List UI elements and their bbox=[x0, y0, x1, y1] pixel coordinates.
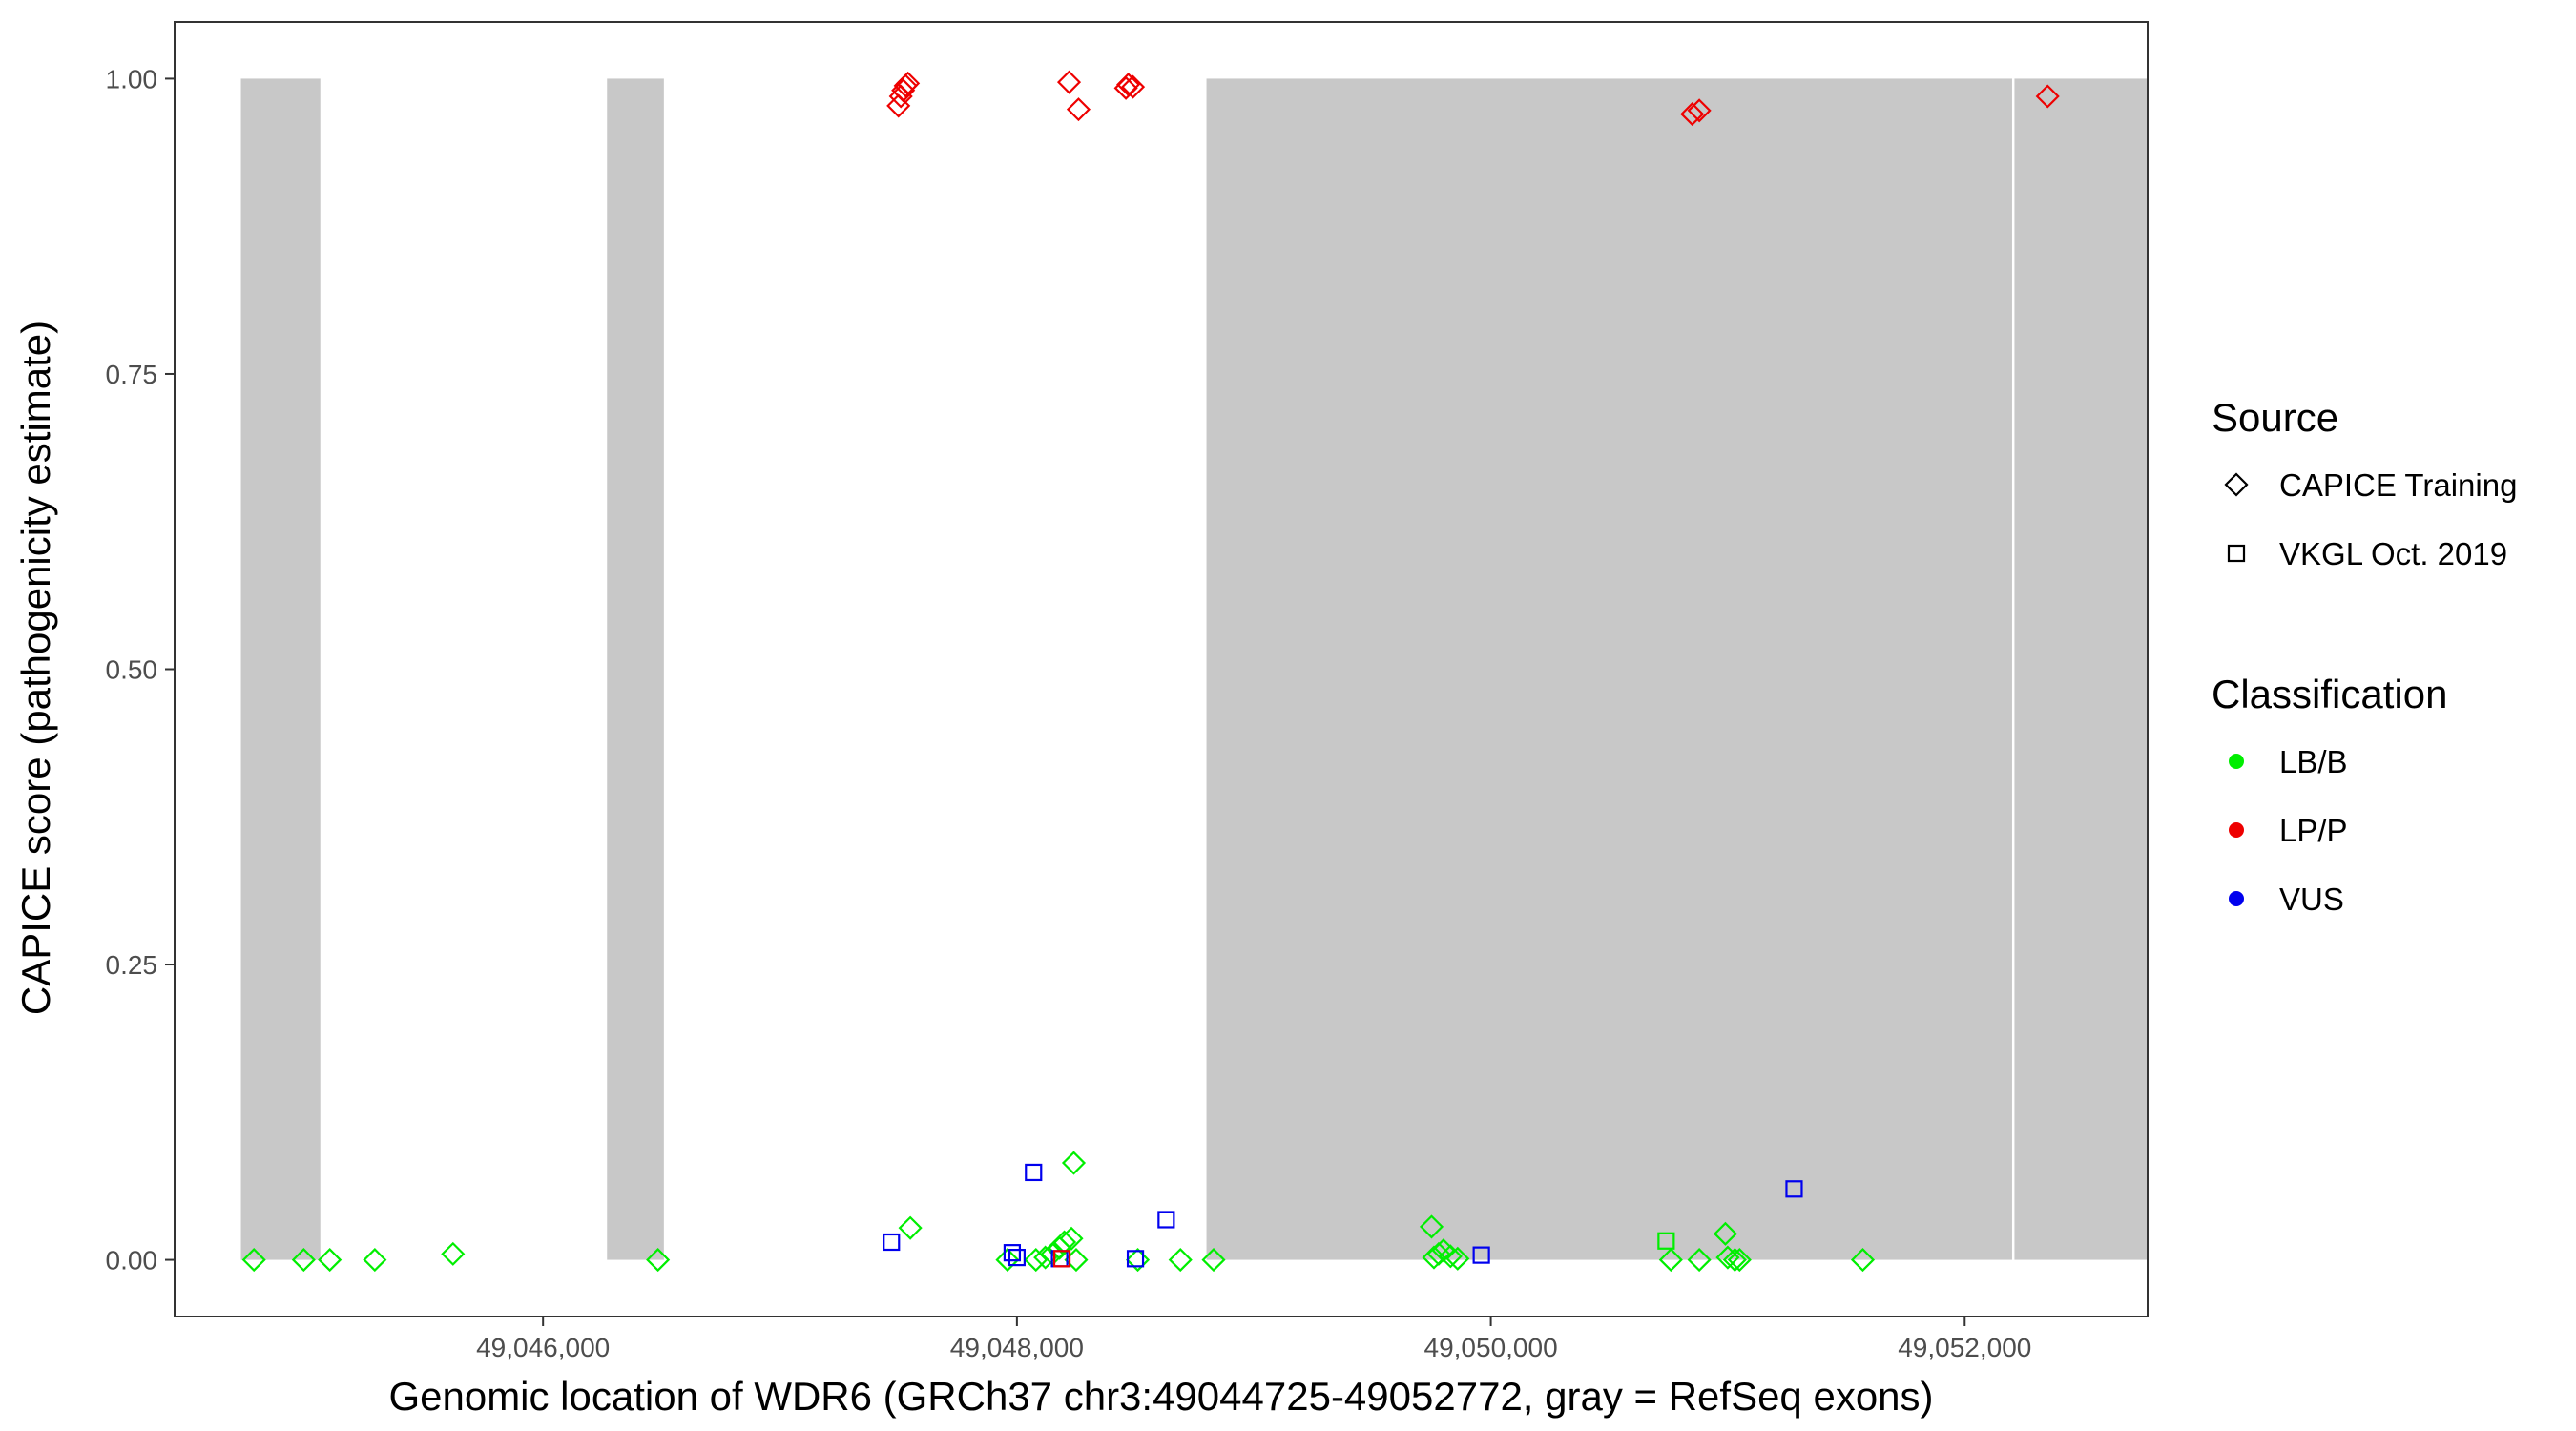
data-point-square bbox=[1008, 1248, 1026, 1267]
legend-title: Source bbox=[2212, 395, 2338, 440]
data-point-square bbox=[1157, 1211, 1175, 1229]
data-point-diamond bbox=[318, 1248, 343, 1273]
legend-key-dot bbox=[2229, 754, 2244, 769]
data-point-diamond bbox=[1687, 1248, 1712, 1273]
data-point-diamond bbox=[1059, 1226, 1084, 1251]
data-point-diamond bbox=[1121, 74, 1146, 99]
exon-band-2 bbox=[607, 78, 664, 1260]
data-point-diamond bbox=[241, 1248, 266, 1273]
legend-key-dot bbox=[2229, 822, 2244, 838]
data-point-square bbox=[1052, 1250, 1071, 1268]
x-axis: 49,046,000 49,048,000 49,050,000 49,052,000 bbox=[476, 1317, 2031, 1362]
data-point-diamond bbox=[1658, 1248, 1683, 1273]
data-point-square bbox=[1657, 1232, 1675, 1250]
data-point-diamond bbox=[1116, 73, 1141, 97]
data-point-diamond bbox=[1061, 1151, 1087, 1175]
y-tick-label: 0.00 bbox=[106, 1246, 158, 1275]
data-point-diamond bbox=[1051, 1230, 1077, 1255]
data-point-diamond bbox=[1850, 1248, 1876, 1273]
x-tick-label: 49,052,000 bbox=[1898, 1333, 2031, 1362]
data-point-diamond bbox=[441, 1241, 466, 1266]
data-point-diamond bbox=[1438, 1244, 1463, 1269]
y-tick-label: 0.75 bbox=[106, 360, 158, 389]
legend: Source CAPICE Training VKGL Oct. 2019 Class… bbox=[2212, 395, 2517, 917]
data-point-diamond bbox=[1056, 70, 1082, 94]
legend-label: VKGL Oct. 2019 bbox=[2279, 536, 2507, 571]
exon-band-4 bbox=[2014, 78, 2148, 1260]
data-point-square bbox=[1126, 1250, 1145, 1268]
x-tick-label: 49,050,000 bbox=[1424, 1333, 1558, 1362]
data-point-square bbox=[1025, 1163, 1043, 1182]
data-point-diamond bbox=[2035, 84, 2060, 109]
data-point-diamond bbox=[1419, 1214, 1444, 1239]
exon-band-3 bbox=[1206, 78, 2012, 1260]
data-point-diamond bbox=[1727, 1248, 1752, 1273]
data-point-diamond bbox=[1024, 1248, 1049, 1273]
data-point-square bbox=[883, 1233, 901, 1252]
legend-label: VUS bbox=[2279, 881, 2344, 917]
data-point-diamond bbox=[291, 1248, 316, 1273]
data-point-diamond bbox=[896, 71, 921, 95]
x-tick-label: 49,048,000 bbox=[950, 1333, 1084, 1362]
legend-label: LP/P bbox=[2279, 813, 2348, 848]
legend-key-dot bbox=[2229, 891, 2244, 906]
data-point-diamond bbox=[1201, 1248, 1226, 1273]
y-axis: 0.00 0.25 0.50 0.75 1.00 bbox=[106, 64, 175, 1275]
x-tick-label: 49,046,000 bbox=[476, 1333, 610, 1362]
x-axis-title: Genomic location of WDR6 (GRCh37 chr3:49… bbox=[388, 1374, 1933, 1419]
data-point-diamond bbox=[1445, 1246, 1470, 1271]
data-point-diamond bbox=[898, 1215, 923, 1240]
point-layer bbox=[241, 70, 2060, 1273]
data-point-diamond bbox=[1722, 1248, 1747, 1273]
y-axis-title: CAPICE score (pathogenicity estimate) bbox=[13, 321, 58, 1015]
legend-key-square bbox=[2227, 544, 2246, 563]
data-point-diamond bbox=[1066, 97, 1091, 122]
legend-label: LB/B bbox=[2279, 744, 2348, 779]
legend-label: CAPICE Training bbox=[2279, 467, 2517, 503]
data-point-square bbox=[1003, 1244, 1022, 1262]
y-tick-label: 1.00 bbox=[106, 64, 158, 93]
data-point-square bbox=[1785, 1180, 1803, 1198]
data-point-diamond bbox=[363, 1248, 387, 1273]
data-point-diamond bbox=[1113, 75, 1138, 100]
data-point-diamond bbox=[1713, 1221, 1737, 1246]
exon-layer bbox=[240, 78, 2148, 1260]
y-tick-label: 0.50 bbox=[106, 655, 158, 685]
exon-band-1 bbox=[240, 78, 321, 1260]
data-point-diamond bbox=[1680, 102, 1705, 127]
y-tick-label: 0.25 bbox=[106, 950, 158, 980]
data-point-diamond bbox=[1125, 1248, 1151, 1273]
data-point-diamond bbox=[646, 1248, 671, 1273]
data-point-diamond bbox=[995, 1248, 1020, 1273]
data-point-diamond bbox=[1168, 1248, 1193, 1273]
legend-key-diamond bbox=[2224, 472, 2249, 497]
data-point-square bbox=[1472, 1246, 1490, 1264]
data-point-diamond bbox=[1687, 98, 1712, 123]
legend-title: Classification bbox=[2212, 672, 2447, 716]
